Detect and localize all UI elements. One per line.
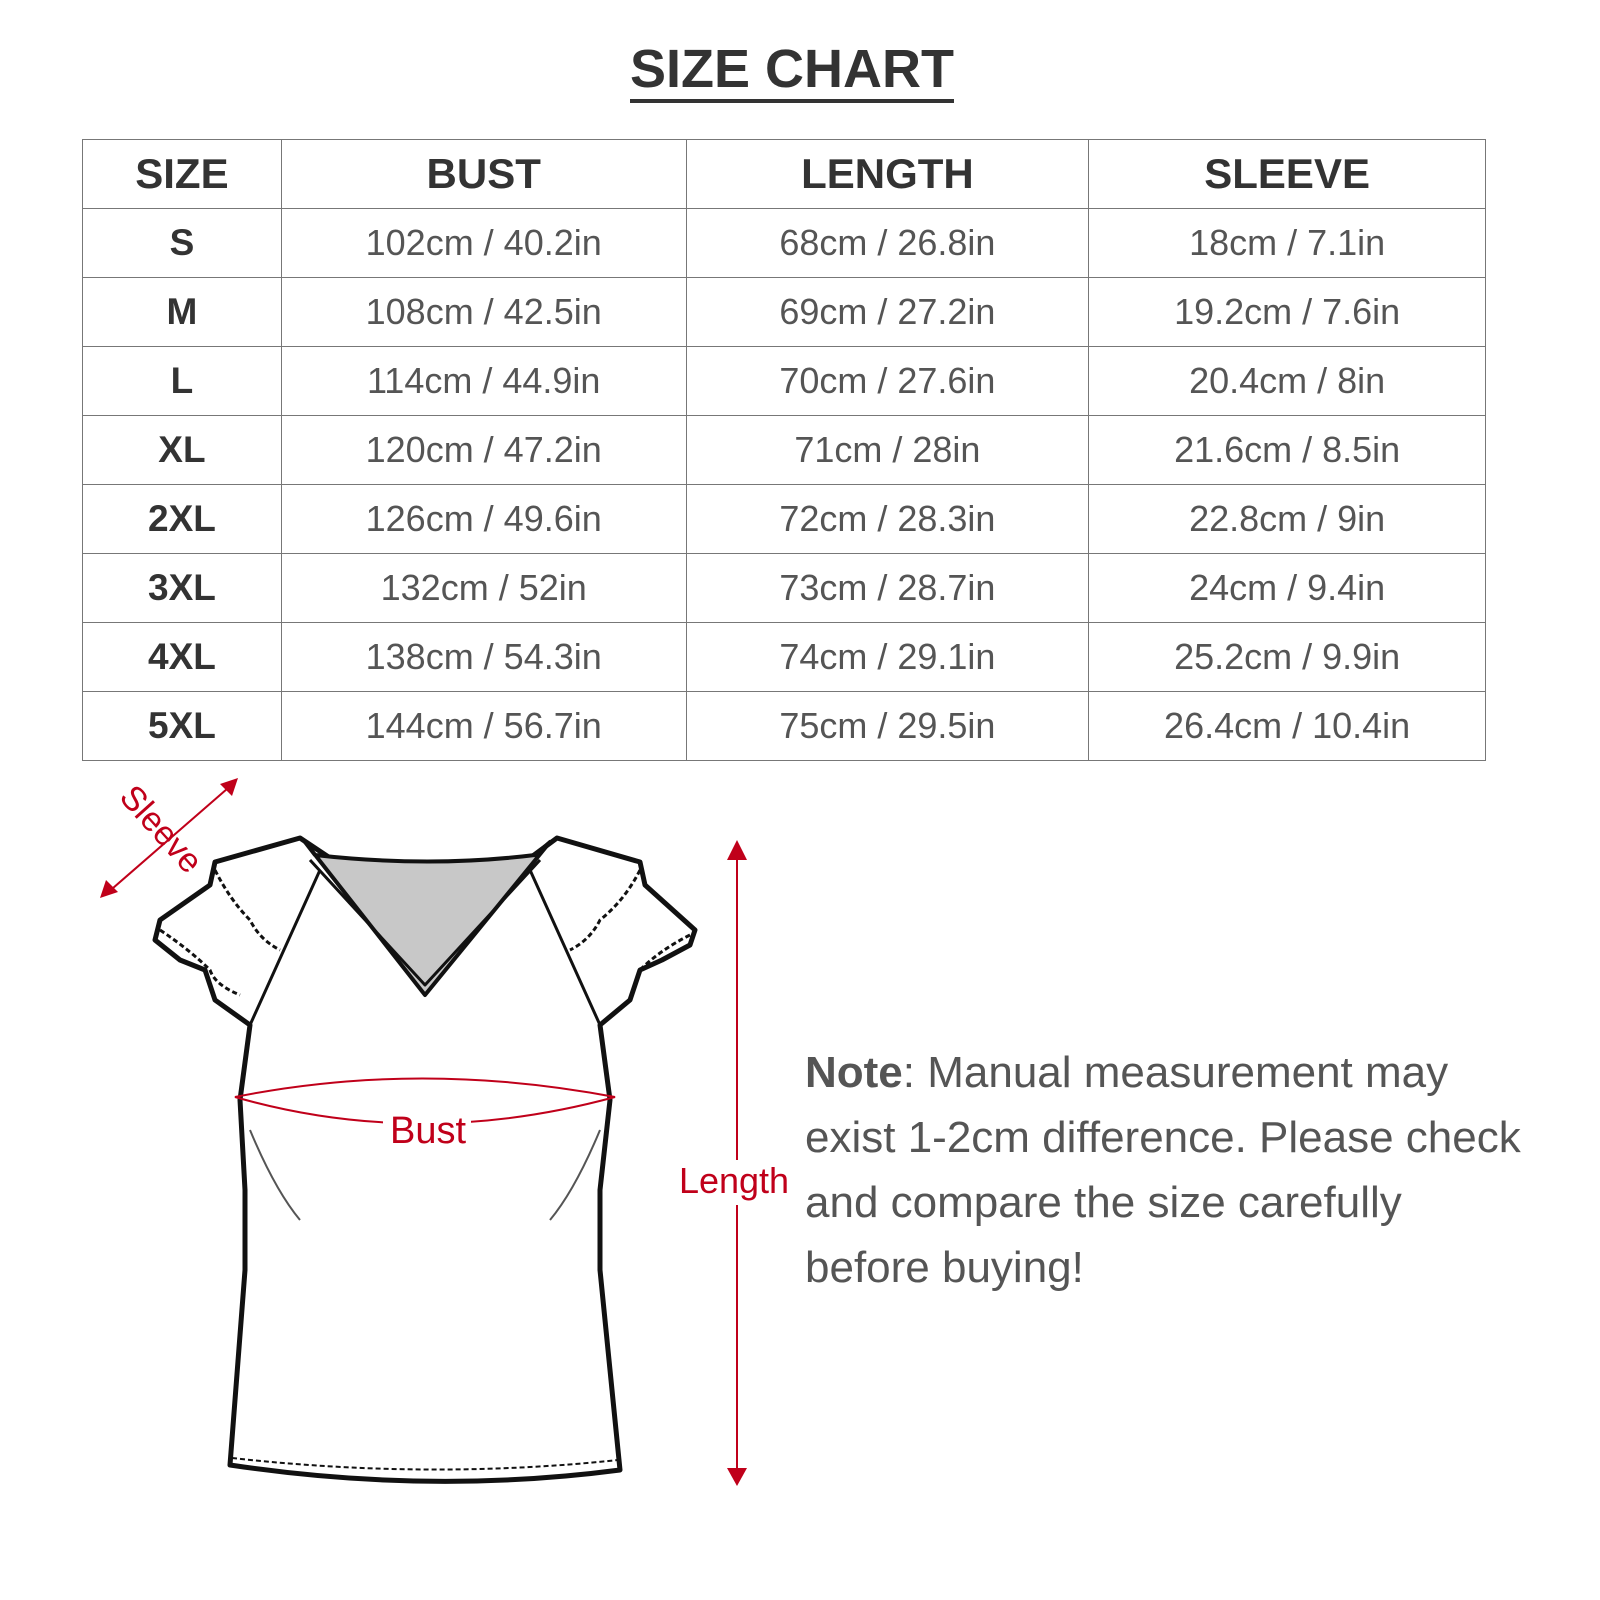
size-cell: 4XL: [82, 622, 282, 692]
measurement-cell: 132cm / 52in: [280, 553, 687, 623]
measurement-cell: 69cm / 27.2in: [685, 277, 1090, 347]
column-header-length: LENGTH: [685, 139, 1090, 209]
measurement-cell: 120cm / 47.2in: [280, 415, 687, 485]
size-cell: 3XL: [82, 553, 282, 623]
table-row: 3XL 132cm / 52in 73cm / 28.7in 24cm / 9.4in: [82, 553, 1486, 623]
measurement-cell: 18cm / 7.1in: [1088, 208, 1486, 278]
table-row: XL 120cm / 47.2in 71cm / 28in 21.6cm / 8.5i…: [82, 415, 1486, 485]
shirt-illustration: [152, 835, 698, 1484]
measurement-cell: 74cm / 29.1in: [685, 622, 1090, 692]
measurement-cell: 114cm / 44.9in: [280, 346, 687, 416]
measurement-cell: 144cm / 56.7in: [280, 691, 687, 761]
shirt-diagram: Bust Length Sleeve: [100, 778, 793, 1486]
measurement-cell: 22.8cm / 9in: [1088, 484, 1486, 554]
measurement-cell: 102cm / 40.2in: [280, 208, 687, 278]
measurement-cell: 73cm / 28.7in: [685, 553, 1090, 623]
measurement-cell: 108cm / 42.5in: [280, 277, 687, 347]
table-row: 4XL 138cm / 54.3in 74cm / 29.1in 25.2cm / 9…: [82, 622, 1486, 692]
size-cell: L: [82, 346, 282, 416]
arrow-head-icon: [100, 880, 118, 898]
measurement-cell: 138cm / 54.3in: [280, 622, 687, 692]
table-row: S 102cm / 40.2in 68cm / 26.8in 18cm / 7.1in: [82, 208, 1486, 278]
table-row: 5XL 144cm / 56.7in 75cm / 29.5in 26.4cm / 1…: [82, 691, 1486, 761]
measurement-cell: 25.2cm / 9.9in: [1088, 622, 1486, 692]
measurement-cell: 75cm / 29.5in: [685, 691, 1090, 761]
sleeve-arrow: [104, 781, 236, 896]
measurement-cell: 72cm / 28.3in: [685, 484, 1090, 554]
measurement-cell: 126cm / 49.6in: [280, 484, 687, 554]
arrow-head-icon: [220, 778, 238, 796]
measurement-cell: 68cm / 26.8in: [685, 208, 1090, 278]
sleeve-label: Sleeve: [112, 778, 210, 881]
measurement-cell: 19.2cm / 7.6in: [1088, 277, 1486, 347]
table-row: 2XL 126cm / 49.6in 72cm / 28.3in 22.8cm / 9…: [82, 484, 1486, 554]
size-cell: S: [82, 208, 282, 278]
table-header-row: SIZE BUST LENGTH SLEEVE: [82, 139, 1486, 209]
size-cell: M: [82, 277, 282, 347]
measurement-cell: 24cm / 9.4in: [1088, 553, 1486, 623]
measurement-cell: 71cm / 28in: [685, 415, 1090, 485]
bust-label: Bust: [390, 1110, 466, 1152]
table-row: M 108cm / 42.5in 69cm / 27.2in 19.2cm / 7.6…: [82, 277, 1486, 347]
measurement-cell: 21.6cm / 8.5in: [1088, 415, 1486, 485]
arrow-head-icon: [727, 1468, 747, 1486]
column-header-size: SIZE: [82, 139, 282, 209]
size-table: SIZE BUST LENGTH SLEEVE S 102cm / 40.2in 68cm…: [82, 139, 1486, 761]
column-header-bust: BUST: [280, 139, 687, 209]
column-header-sleeve: SLEEVE: [1088, 139, 1486, 209]
table-row: L 114cm / 44.9in 70cm / 27.6in 20.4cm / 8in: [82, 346, 1486, 416]
note-text: Note: Manual measurement may exist 1-2cm…: [805, 1048, 1521, 1292]
length-label: Length: [679, 1160, 789, 1201]
measurement-cell: 70cm / 27.6in: [685, 346, 1090, 416]
bust-ellipse: [234, 1077, 616, 1125]
measurement-cell: 20.4cm / 8in: [1088, 346, 1486, 416]
size-cell: 5XL: [82, 691, 282, 761]
measurement-cell: 26.4cm / 10.4in: [1088, 691, 1486, 761]
arrow-head-icon: [727, 840, 747, 860]
page-title: SIZE CHART: [0, 38, 1584, 103]
size-cell: 2XL: [82, 484, 282, 554]
size-cell: XL: [82, 415, 282, 485]
